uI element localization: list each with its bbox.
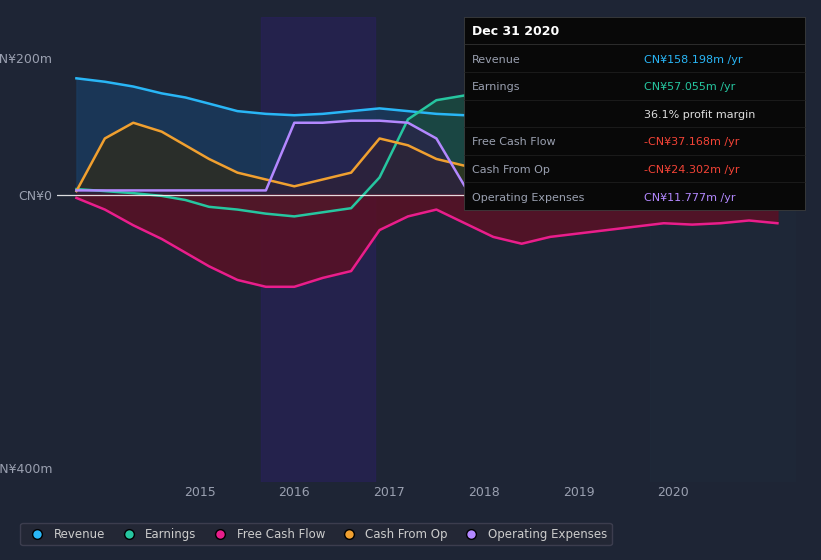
Text: Free Cash Flow: Free Cash Flow xyxy=(472,137,556,147)
Text: CN¥158.198m /yr: CN¥158.198m /yr xyxy=(644,54,743,64)
Text: Operating Expenses: Operating Expenses xyxy=(472,193,585,203)
Bar xyxy=(649,17,796,482)
Text: Dec 31 2020: Dec 31 2020 xyxy=(472,26,559,39)
Text: CN¥57.055m /yr: CN¥57.055m /yr xyxy=(644,82,736,92)
Text: Earnings: Earnings xyxy=(472,82,521,92)
Legend: Revenue, Earnings, Free Cash Flow, Cash From Op, Operating Expenses: Revenue, Earnings, Free Cash Flow, Cash … xyxy=(21,523,612,545)
Text: -CN¥24.302m /yr: -CN¥24.302m /yr xyxy=(644,165,740,175)
Text: -CN¥37.168m /yr: -CN¥37.168m /yr xyxy=(644,137,740,147)
Text: 36.1% profit margin: 36.1% profit margin xyxy=(644,110,756,120)
Text: Cash From Op: Cash From Op xyxy=(472,165,550,175)
Text: Revenue: Revenue xyxy=(472,54,521,64)
Bar xyxy=(261,17,375,482)
Text: CN¥11.777m /yr: CN¥11.777m /yr xyxy=(644,193,736,203)
